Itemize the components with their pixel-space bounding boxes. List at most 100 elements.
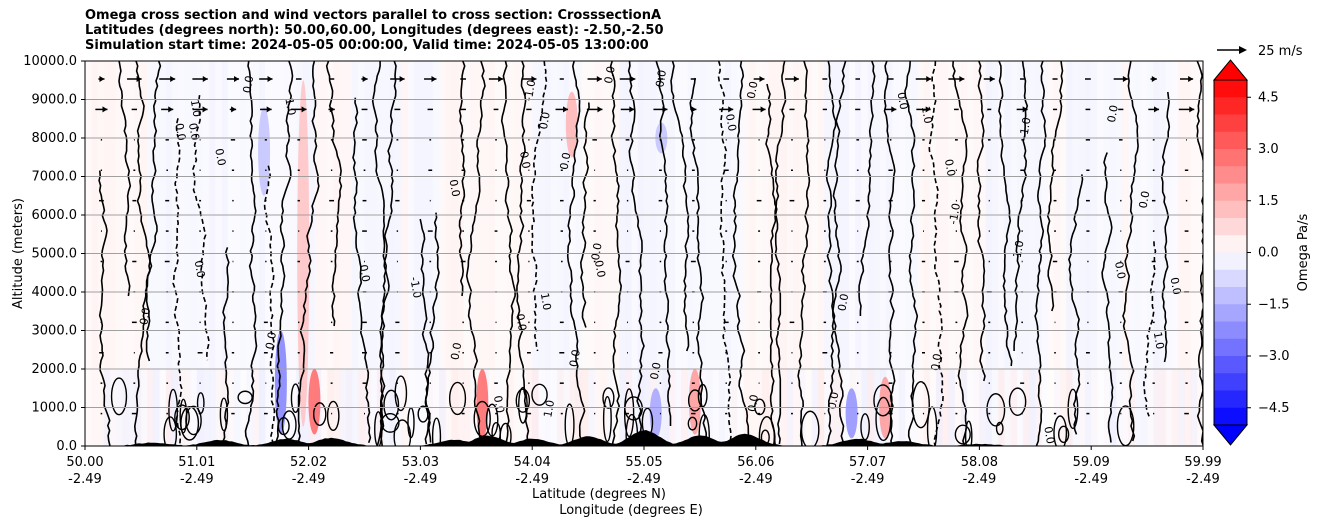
contour-line [531, 61, 548, 352]
colorbar-band [1214, 373, 1247, 391]
contour-loop [417, 405, 429, 423]
colorbar-band [1214, 218, 1247, 236]
x-tick-label-lat: 54.04 [514, 455, 551, 470]
x-axis-label-lat: Latitude (degrees N) [532, 487, 666, 502]
contour-line [976, 61, 986, 382]
contour-label: 0.0 [558, 151, 574, 170]
contour-label: 0.0 [192, 259, 208, 278]
y-tick-label: 2000.0 [32, 362, 78, 377]
y-tick-label: 0.0 [56, 439, 77, 454]
y-tick-label: 9000.0 [32, 93, 78, 108]
plot-area: 0.00.00.00.00.01.00.00.00.0-1.00.00.00.0… [85, 61, 1203, 446]
y-tick-label: 6000.0 [32, 208, 78, 223]
contour-line [998, 61, 1013, 367]
contour-loop [873, 384, 893, 417]
contour-loop [754, 398, 766, 416]
x-tick-label-lon: -2.49 [963, 472, 997, 487]
wind-vector-head [170, 76, 176, 82]
omega-cell [845, 388, 858, 439]
contour-loop [687, 416, 698, 431]
contour-label: 1.0 [1151, 331, 1167, 350]
wind-vector-head [202, 76, 208, 82]
contour-line [858, 61, 876, 316]
colorbar-band [1214, 131, 1247, 150]
contour-label: 0.0 [589, 242, 605, 261]
y-tick-label: 4000.0 [32, 285, 78, 300]
wind-vector-head [793, 76, 799, 82]
contour-label: 0.0 [929, 352, 945, 371]
contour-line [424, 212, 440, 443]
contour-loop [383, 389, 400, 421]
contour-loop [687, 389, 702, 412]
y-tick-label: 5000.0 [32, 247, 78, 262]
x-tick-label-lat: 51.01 [178, 455, 215, 470]
x-tick-label-lon: -2.49 [739, 472, 773, 487]
colorbar-tick-label: 1.5 [1258, 194, 1279, 209]
contour-label: 0.0 [212, 147, 228, 166]
contour-line [419, 218, 431, 445]
wind-vector-head [168, 106, 174, 113]
contour-line [1160, 91, 1171, 363]
contour-label: 0.0 [186, 122, 202, 141]
contour-loop [758, 416, 776, 446]
x-tick-label-lat: 57.07 [849, 455, 886, 470]
contour-line [1122, 61, 1139, 442]
x-tick-label-lat: 55.05 [625, 455, 662, 470]
wind-vector-head [662, 106, 668, 113]
colorbar-band [1214, 338, 1247, 357]
contour-loop [313, 402, 327, 426]
contour-loop [168, 388, 179, 432]
contour-label: 0.0 [491, 394, 507, 413]
contour-loop [926, 406, 938, 446]
contour-line [1143, 241, 1157, 417]
wind-vector-head [1151, 76, 1157, 82]
omega-cell [258, 107, 271, 196]
wind-vector-head [596, 76, 602, 82]
contour-label: 0.0 [745, 80, 761, 99]
wind-vector-head [498, 76, 504, 82]
contour-label: 0.0 [172, 122, 188, 141]
wind-vector-head [136, 76, 142, 82]
colorbar-tick-label: 4.5 [1258, 90, 1279, 105]
wind-vector-head [597, 106, 603, 113]
contour-loop [431, 417, 442, 446]
x-tick-label-lat: 59.99 [1184, 455, 1221, 470]
chart-title: Omega cross section and wind vectors par… [85, 8, 664, 53]
contour-loop [602, 387, 615, 409]
wind-vector-head [759, 76, 765, 82]
contour-loop [986, 393, 1006, 427]
colorbar-tick-label: −4.5 [1258, 401, 1290, 416]
contour-label: 0.0 [448, 342, 464, 361]
colorbar-tick-label: 3.0 [1258, 142, 1279, 157]
contour-label: 0.0 [1041, 425, 1057, 444]
contour-loop [393, 419, 412, 446]
contour-label: 1.0 [541, 399, 557, 418]
contour-label: 0.0 [447, 178, 463, 197]
x-tick-label-lon: -2.49 [851, 472, 885, 487]
contour-loop [515, 388, 531, 413]
wind-vector-head [691, 106, 697, 113]
colorbar-tick-label: −1.5 [1258, 297, 1290, 312]
colorbar-band [1214, 149, 1247, 167]
contour-loop [911, 381, 930, 429]
y-tick-label: 7000.0 [32, 170, 78, 185]
wind-vector-head [629, 106, 635, 113]
contour-label: 0.0 [745, 393, 761, 412]
title-line: Latitudes (degrees north): 50.00,60.00, … [85, 23, 664, 38]
contour-loop [380, 412, 400, 433]
x-tick-label-lon: -2.49 [68, 472, 102, 487]
x-tick-label-lat: 58.08 [961, 455, 998, 470]
contour-loop [394, 375, 408, 412]
contour-label: -1.0 [522, 79, 539, 102]
colorbar-label: Omega Pa/s [1296, 213, 1311, 291]
contour-line [221, 247, 230, 443]
contour-label: 0.0 [895, 91, 911, 110]
x-tick-label-lon: -2.49 [515, 472, 549, 487]
contour-label: 0.0 [537, 111, 553, 130]
contour-label: 0.0 [1137, 190, 1153, 209]
vector-key-label: 25 m/s [1258, 44, 1303, 59]
wind-vector-head [891, 106, 897, 113]
contour-line [670, 61, 690, 352]
y-tick-label: 10000.0 [23, 54, 77, 69]
contour-loop [326, 400, 340, 432]
